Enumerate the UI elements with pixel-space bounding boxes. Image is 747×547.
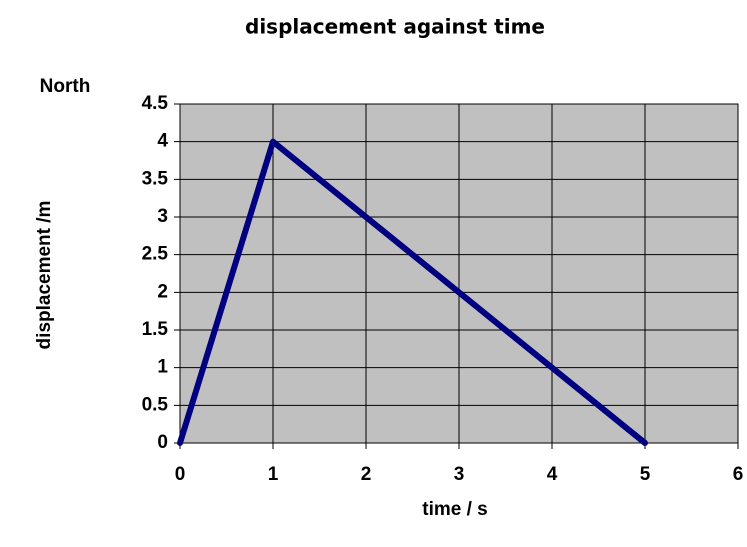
- chart-title: displacement against time: [245, 15, 545, 39]
- y-tick-label: 3.5: [142, 168, 169, 189]
- y-tick-label: 1: [157, 357, 168, 378]
- plot-border: [179, 103, 739, 444]
- x-tick-label: 3: [454, 464, 465, 485]
- y-tick-label: 4.5: [142, 93, 169, 114]
- x-tick-label: 0: [175, 464, 186, 485]
- x-tick-label: 4: [547, 464, 558, 485]
- annotation: North: [40, 76, 91, 97]
- y-tick-label: 2: [157, 281, 168, 302]
- y-axis-label: displacement /m: [34, 201, 55, 350]
- x-tick-label: 6: [733, 464, 744, 485]
- y-tick-label: 0.5: [142, 394, 169, 415]
- data-line: [177, 138, 648, 446]
- x-tick-label: 1: [268, 464, 279, 485]
- x-axis-label: time / s: [422, 499, 487, 520]
- y-tick-label: 4: [157, 131, 168, 152]
- y-tick-label: 3: [157, 206, 168, 227]
- x-tick-label: 5: [640, 464, 651, 485]
- x-tick-label: 2: [361, 464, 372, 485]
- y-tick-label: 0: [157, 432, 168, 453]
- y-tick-label: 1.5: [142, 319, 169, 340]
- y-tick-label: 2.5: [142, 244, 169, 265]
